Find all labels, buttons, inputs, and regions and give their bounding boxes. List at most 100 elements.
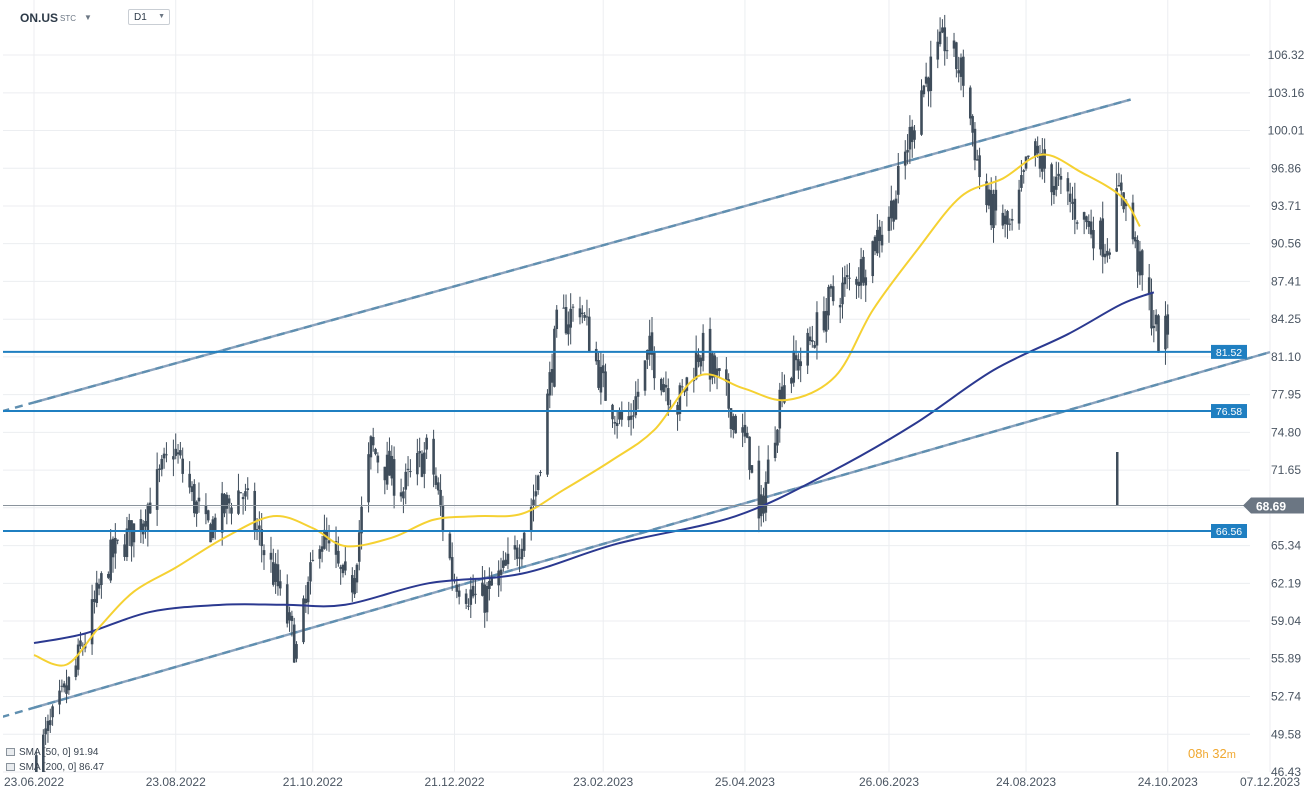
candle-body — [648, 335, 651, 355]
indicator-settings-icon[interactable] — [6, 763, 15, 771]
candle-body — [968, 87, 972, 119]
candle-body — [272, 562, 275, 585]
candle-body — [522, 532, 526, 551]
candle-body — [1166, 314, 1170, 335]
legend-sma200[interactable]: SMA [200, 0] 86.47 — [6, 760, 104, 775]
candle-body — [662, 384, 665, 393]
candle-body — [587, 316, 591, 353]
candle-body — [179, 450, 182, 456]
candle-body — [1075, 222, 1079, 224]
indicator-settings-icon[interactable] — [6, 748, 15, 756]
candle-body — [581, 312, 584, 315]
candle-countdown: 08h 32m — [1188, 746, 1236, 761]
candle-body — [483, 584, 487, 613]
countdown-minutes: 32 — [1212, 746, 1227, 761]
x-tick-label: 07.12.2023 — [1240, 775, 1300, 789]
candle-body — [748, 436, 751, 470]
candle-body — [276, 564, 280, 587]
candle-body — [1092, 230, 1095, 249]
candle-body — [701, 332, 705, 361]
candle-body — [815, 312, 819, 346]
candle-body — [920, 90, 923, 135]
candle-body — [764, 482, 768, 513]
candle-body — [943, 27, 947, 52]
candle-body — [569, 308, 572, 328]
candle-body — [295, 644, 298, 659]
timeframe-value: D1 — [134, 12, 147, 23]
candle-body — [139, 518, 143, 532]
candle-body — [448, 533, 452, 559]
candle-body — [1020, 175, 1023, 188]
level-badge — [1211, 404, 1247, 419]
candle-body — [130, 520, 133, 547]
candle-body — [597, 360, 600, 388]
candle-body — [627, 416, 631, 421]
candle-body — [513, 545, 517, 550]
candle-body — [539, 471, 542, 473]
y-tick-label: 49.58 — [1271, 727, 1301, 741]
candle-body — [659, 378, 663, 391]
candle-body — [1068, 193, 1072, 202]
candle-body — [158, 468, 161, 470]
candle-body — [636, 391, 640, 397]
y-tick-label: 84.25 — [1271, 312, 1301, 326]
y-tick-label: 52.74 — [1271, 689, 1301, 703]
candle-body — [46, 720, 50, 731]
candle-body — [1001, 212, 1005, 226]
candle-body — [425, 437, 428, 450]
candle-body — [546, 393, 549, 475]
legend-sma50[interactable]: SMA [50, 0] 91.94 — [6, 745, 104, 760]
x-tick-label: 24.10.2023 — [1138, 775, 1198, 789]
symbol-label[interactable]: ON.US — [20, 11, 59, 25]
candle-body — [1059, 176, 1063, 180]
candle-body — [44, 728, 47, 735]
candle-body — [388, 450, 391, 476]
candle-body — [174, 448, 178, 456]
candle-body — [353, 578, 356, 595]
candle-body — [1073, 198, 1077, 220]
symbol-type-label: STC — [60, 14, 76, 23]
candle-body — [499, 569, 503, 575]
candle-body — [887, 216, 891, 231]
candle-body — [718, 368, 721, 371]
candle-body — [994, 189, 998, 211]
candle-body — [230, 507, 233, 514]
candle-body — [680, 386, 684, 388]
candle-body — [745, 432, 749, 438]
candle-body — [1115, 188, 1118, 252]
candle-body — [780, 386, 784, 400]
candle-body — [1140, 250, 1144, 276]
symbol-dropdown-icon[interactable]: ▼ — [84, 13, 92, 22]
candle-body — [646, 349, 649, 360]
candle-body — [467, 605, 470, 607]
indicator-legend: SMA [50, 0] 91.94 SMA [200, 0] 86.47 — [6, 745, 104, 775]
candle-body — [262, 550, 266, 556]
candle-body — [255, 529, 259, 531]
candle-body — [409, 471, 412, 473]
candle-body — [65, 685, 68, 694]
candle-body — [450, 557, 454, 581]
candle-body — [155, 469, 159, 510]
x-tick-label: 23.06.2022 — [4, 775, 64, 789]
candle-body — [567, 324, 570, 335]
candle-body — [873, 236, 877, 252]
candle-body — [618, 410, 621, 420]
candle-body — [1071, 201, 1074, 204]
y-tick-label: 59.04 — [1271, 614, 1301, 628]
channel-upper-ext — [3, 401, 35, 413]
candle-body — [553, 328, 556, 387]
candle-body — [829, 285, 833, 289]
candle-body — [562, 307, 566, 309]
candle-body — [176, 452, 180, 455]
candle-body — [783, 385, 786, 403]
current-bar — [1116, 452, 1119, 506]
level-badge — [1211, 344, 1247, 359]
candle-body — [922, 85, 926, 95]
timeframe-select[interactable]: D1 ▼ — [128, 9, 170, 25]
candle-body — [97, 584, 101, 589]
candle-body — [518, 557, 521, 559]
candle-body — [1133, 237, 1137, 242]
grid — [3, 0, 1271, 773]
candle-body — [1041, 153, 1044, 172]
